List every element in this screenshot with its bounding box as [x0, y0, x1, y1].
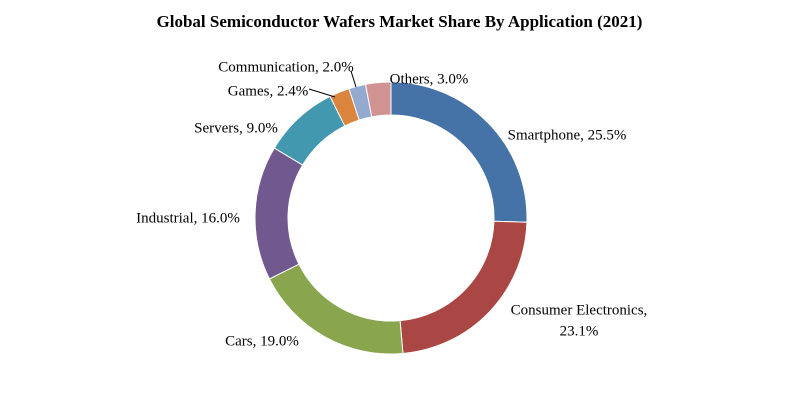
chart-title: Global Semiconductor Wafers Market Share… [156, 12, 643, 31]
label-smartphone: Smartphone, 25.5% [508, 127, 627, 143]
label-consumer-electronics-line1: Consumer Electronics, [511, 302, 648, 318]
label-servers: Servers, 9.0% [194, 120, 278, 136]
donut-slices [254, 81, 528, 355]
label-cars: Cars, 19.0% [225, 333, 299, 349]
data-labels: Smartphone, 25.5% Consumer Electronics, 23… [136, 59, 647, 349]
label-communication: Communication, 2.0% [218, 59, 353, 75]
leader-lines [308, 70, 357, 98]
slice-industrial [254, 147, 304, 280]
leader-line-games [308, 88, 336, 98]
slice-servers [273, 95, 346, 166]
slice-consumer-electronics [399, 220, 528, 355]
slice-smartphone [390, 81, 528, 223]
label-games: Games, 2.4% [228, 83, 308, 99]
label-others: Others, 3.0% [390, 71, 469, 87]
leader-line-communication [350, 70, 357, 88]
label-industrial: Industrial, 16.0% [136, 210, 240, 226]
slice-others [364, 81, 392, 118]
label-consumer-electronics-line2: 23.1% [560, 323, 599, 339]
